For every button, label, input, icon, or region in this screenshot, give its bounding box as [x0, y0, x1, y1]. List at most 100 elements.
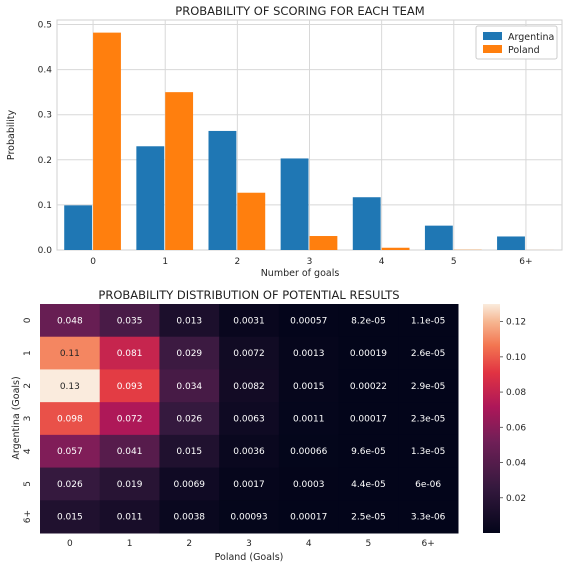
heatmap-cell [398, 467, 459, 501]
heatmap-cell-label: 0.0017 [233, 480, 265, 490]
heatmap-cell [99, 434, 160, 469]
heatmap-cell-label: 0.00017 [290, 513, 327, 523]
heatmap-cell [338, 336, 399, 370]
heatmap-cell-label: 0.0011 [293, 415, 325, 425]
bar-x-tick-label: 0 [90, 257, 96, 267]
bar-x-tick-label: 5 [451, 257, 457, 267]
heatmap-x-tick-label: 3 [246, 539, 252, 549]
heatmap-y-tick-label: 3 [23, 416, 33, 422]
bar-poland-4 [381, 247, 410, 250]
heatmap-cell-label: 2.9e-05 [411, 382, 446, 392]
colorbar-tick-label: 0.02 [506, 494, 526, 504]
heatmap-x-tick-label: 1 [127, 539, 133, 549]
legend-label-poland: Poland [508, 45, 540, 56]
heatmap-cell [398, 434, 459, 469]
heatmap-cell-label: 0.098 [57, 415, 83, 425]
bar-poland-2 [237, 192, 266, 250]
heatmap-cell [159, 304, 220, 338]
bar-bars [64, 32, 554, 251]
heatmap-cell [398, 500, 459, 534]
heatmap-cell-label: 0.11 [60, 349, 80, 359]
heatmap-cell-label: 8.2e-05 [351, 316, 386, 326]
heatmap-x-axis-label: Poland (Goals) [215, 552, 284, 563]
heatmap-cell [278, 402, 340, 436]
heatmap-cell [398, 402, 459, 436]
heatmap-cell [99, 500, 160, 534]
heatmap-cell [398, 369, 459, 403]
heatmap-cell [219, 369, 280, 403]
heatmap-cell [219, 336, 280, 370]
heatmap-cell [99, 467, 160, 501]
heatmap-cell-label: 0.0038 [174, 513, 206, 523]
heatmap-cell [398, 304, 459, 338]
heatmap-cell-label: 6e-06 [415, 480, 441, 490]
bar-x-tick-label: 1 [162, 257, 168, 267]
heatmap-cell [278, 467, 340, 501]
bar-argentina-3 [280, 158, 309, 250]
heatmap-cell-label: 0.0063 [233, 415, 265, 425]
colorbar-tick-label: 0.10 [506, 353, 526, 363]
heatmap-cell [338, 500, 399, 534]
heatmap-cell-label: 0.093 [117, 382, 143, 392]
bar-y-tick-label: 0.4 [38, 66, 53, 76]
heatmap-cell-label: 0.011 [117, 513, 143, 523]
heatmap-cell [278, 369, 340, 403]
heatmap-cell [338, 369, 399, 403]
heatmap-cell-label: 9.6e-05 [351, 447, 386, 457]
heatmap-cell-label: 0.00057 [290, 316, 327, 326]
bar-argentina-5 [424, 225, 453, 250]
heatmap-cell-label: 1.3e-05 [411, 447, 446, 457]
heatmap-cell [40, 336, 101, 370]
heatmap-y-tick-label: 2 [23, 383, 33, 389]
bar-argentina-6 [497, 236, 525, 250]
bar-x-tick-label: 3 [307, 257, 313, 267]
heatmap-y-tick-label: 1 [23, 350, 33, 356]
heatmap-cell [159, 434, 220, 469]
heatmap-cell-label: 0.034 [176, 382, 202, 392]
legend-swatch-poland [483, 45, 502, 53]
bar-chart-title: PROBABILITY OF SCORING FOR EACH TEAM [175, 4, 424, 18]
bar-y-tick-label: 0.0 [38, 246, 53, 256]
heatmap-cell [40, 369, 101, 403]
heatmap-cell [338, 434, 399, 469]
heatmap-cell-label: 0.0036 [233, 447, 265, 457]
bar-poland-0 [93, 32, 121, 251]
bar-x-tick-label: 4 [379, 257, 385, 267]
heatmap-cell-label: 2.6e-05 [411, 349, 446, 359]
bar-y-tick-label: 0.2 [38, 156, 52, 166]
heatmap-cell [338, 304, 399, 338]
heatmap-cell-label: 2.5e-05 [351, 513, 386, 523]
bar-x-ticks: 0 1 2 3 4 5 6+ [90, 257, 532, 267]
colorbar-tick-label: 0.08 [506, 388, 526, 398]
heatmap-cell [40, 402, 101, 436]
heatmap-cell [278, 500, 340, 534]
heatmap-cell [40, 304, 101, 338]
heatmap-y-tick-label: 4 [23, 448, 33, 454]
heatmap-chart: PROBABILITY DISTRIBUTION OF POTENTIAL RE… [11, 288, 526, 563]
heatmap-cell-label: 0.026 [176, 415, 202, 425]
heatmap-cell [159, 500, 220, 534]
heatmap-cell-label: 0.00019 [350, 349, 387, 359]
heatmap-x-tick-label: 6+ [422, 539, 435, 549]
heatmap-cell [159, 467, 220, 501]
heatmap-cell [40, 500, 101, 534]
colorbar-tick-label: 0.04 [506, 459, 526, 469]
heatmap-cell-label: 0.019 [117, 480, 143, 490]
heatmap-x-ticks: 0 1 2 3 4 5 6+ [67, 539, 435, 549]
heatmap-cell-label: 0.081 [117, 349, 143, 359]
heatmap-cell-label: 0.0015 [293, 382, 325, 392]
heatmap-x-tick-label: 2 [186, 539, 192, 549]
heatmap-cell [219, 467, 280, 501]
bar-chart: 0 1 2 3 4 5 6+ 0.0 0.1 0.2 0.3 0.4 0.5 PROBABILITY … [6, 4, 563, 279]
heatmap-cell-label: 0.0069 [174, 480, 206, 490]
legend-label-argentina: Argentina [508, 32, 554, 43]
heatmap-cell-label: 0.00017 [350, 415, 387, 425]
bar-x-axis-label: Number of goals [261, 268, 340, 279]
heatmap-cell-label: 0.00093 [230, 513, 267, 523]
heatmap-cell [99, 336, 160, 370]
heatmap-cells: 0.048 0.035 0.013 0.0031 0.00057 8.2e-05 1.1e-… [40, 304, 459, 534]
colorbar-tick-label: 0.06 [506, 423, 526, 433]
heatmap-cell-label: 0.0013 [293, 349, 325, 359]
colorbar-ticks: 0.02 0.04 0.06 0.08 0.10 0.12 [500, 318, 526, 504]
